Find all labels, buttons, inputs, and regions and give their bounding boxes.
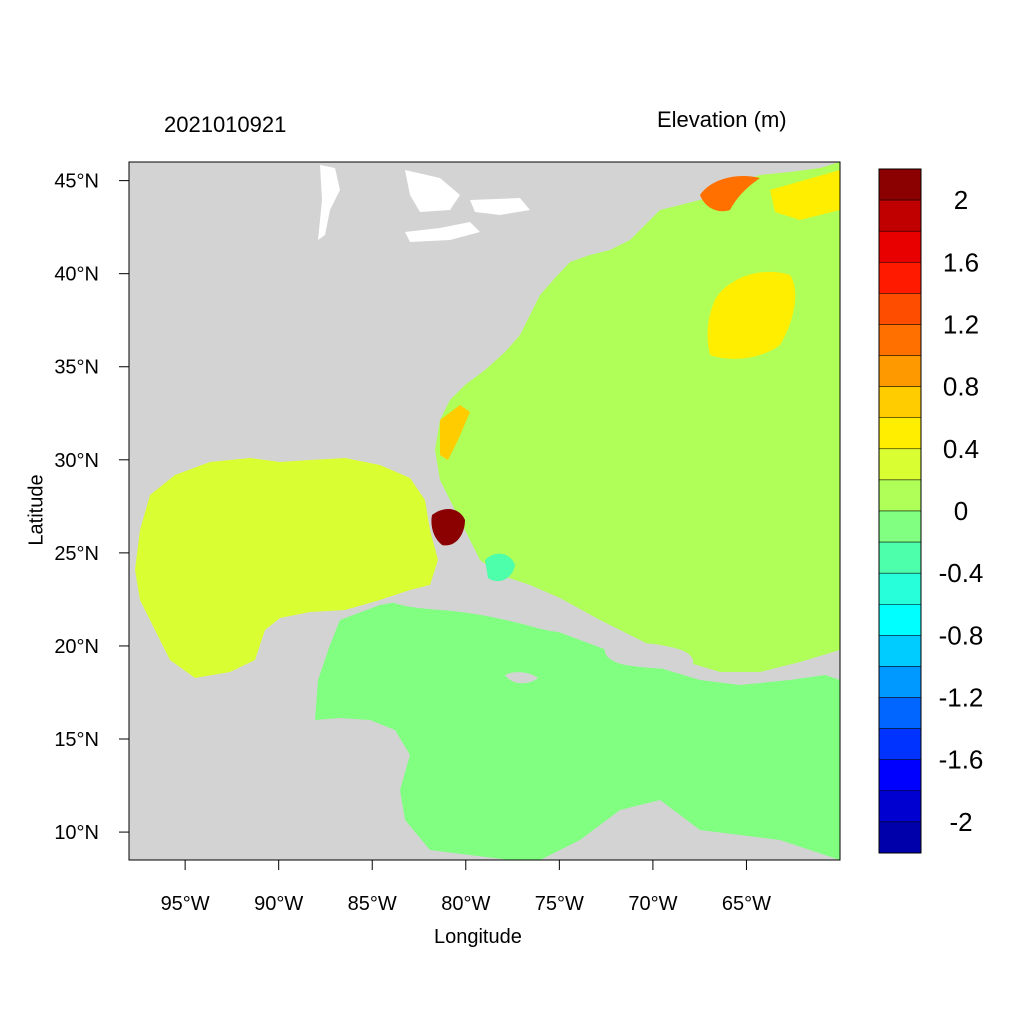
lat-tick-label: 10°N (54, 822, 99, 844)
colorbar-label: 2 (954, 185, 968, 215)
lon-tick-label: 80°W (441, 893, 490, 915)
colorbar-swatch (878, 728, 922, 760)
lat-tick-label: 15°N (54, 729, 99, 751)
hispaniola-land (604, 642, 694, 669)
colorbar-label: 0.8 (943, 372, 979, 402)
map-area (129, 162, 840, 860)
lat-tick-label: 20°N (54, 636, 99, 658)
colorbar-swatch (878, 479, 922, 512)
great-lakes (318, 165, 530, 242)
lat-tick-label: 30°N (54, 450, 99, 472)
florida-coastal-surge (431, 508, 465, 546)
latitude-ticks: 45°N 40°N 35°N 30°N 25°N 20°N 15°N 10°N (54, 171, 129, 844)
colorbar-swatch (878, 697, 922, 729)
lat-tick-label: 35°N (54, 357, 99, 379)
variable-title: Elevation (m) (657, 107, 787, 132)
colorbar-swatch (878, 759, 922, 792)
colorbar-label: 1.6 (943, 247, 979, 277)
colorbar-swatch (878, 324, 922, 356)
colorbar-frame (878, 168, 922, 854)
gulf-of-maine-surge (700, 175, 760, 212)
lat-tick-label: 40°N (54, 264, 99, 286)
lon-tick-label: 95°W (161, 893, 210, 915)
gulf-of-mexico (135, 458, 438, 678)
lon-tick-label: 75°W (535, 893, 584, 915)
colorbar-swatch (878, 821, 922, 854)
colorbar-label: 0 (954, 496, 968, 526)
colorbar-label: -1.6 (939, 745, 984, 775)
colorbar-swatch (878, 293, 922, 325)
lat-tick-label: 25°N (54, 543, 99, 565)
northeast-high-elevation (770, 170, 840, 220)
lon-tick-label: 85°W (348, 893, 397, 915)
caribbean-sea (315, 598, 840, 860)
lat-tick-label: 45°N (54, 171, 99, 193)
colorbar-swatch (878, 262, 922, 294)
cuba-land (385, 591, 590, 633)
colorbar-label: 1.2 (943, 309, 979, 339)
colorbar-swatch (878, 510, 922, 543)
colorbar-label: -1.2 (939, 683, 984, 713)
datestamp: 2021010921 (164, 112, 287, 137)
colorbar-swatch (878, 790, 922, 823)
colorbar-swatch (878, 355, 922, 387)
atlantic-high-elevation (707, 271, 796, 359)
colorbar-swatch (878, 417, 922, 450)
colorbar-swatch (878, 199, 922, 232)
colorbar-swatch (878, 635, 922, 667)
carolina-coastal-elevation (440, 405, 470, 460)
map-frame (128, 161, 841, 861)
jamaica-land (505, 672, 538, 684)
lon-tick-label: 70°W (628, 893, 677, 915)
colorbar-swatch (878, 168, 922, 201)
bahamas-shallows (485, 553, 515, 582)
colorbar-swatch (878, 541, 922, 574)
colorbar-swatch (878, 230, 922, 263)
colorbar-label: -0.8 (939, 620, 984, 650)
colorbar-swatch (878, 604, 922, 636)
colorbar-label: 0.4 (943, 434, 979, 464)
colorbar-swatch (878, 572, 922, 605)
colorbar-label: -2 (949, 807, 972, 837)
colorbar: 2 1.6 1.2 0.8 0.4 0 -0.4 -0.8 -1.2 -1.6 -2 (878, 168, 984, 854)
lon-tick-label: 65°W (722, 893, 771, 915)
lon-tick-label: 90°W (254, 893, 303, 915)
colorbar-swatch (878, 666, 922, 698)
x-axis-label: Longitude (434, 926, 522, 948)
colorbar-swatch (878, 448, 922, 481)
colorbar-swatch (878, 386, 922, 418)
puerto-rico-land (712, 673, 740, 683)
colorbar-label: -0.4 (939, 558, 984, 588)
longitude-ticks: 95°W 90°W 85°W 80°W 75°W 70°W 65°W (161, 860, 771, 915)
